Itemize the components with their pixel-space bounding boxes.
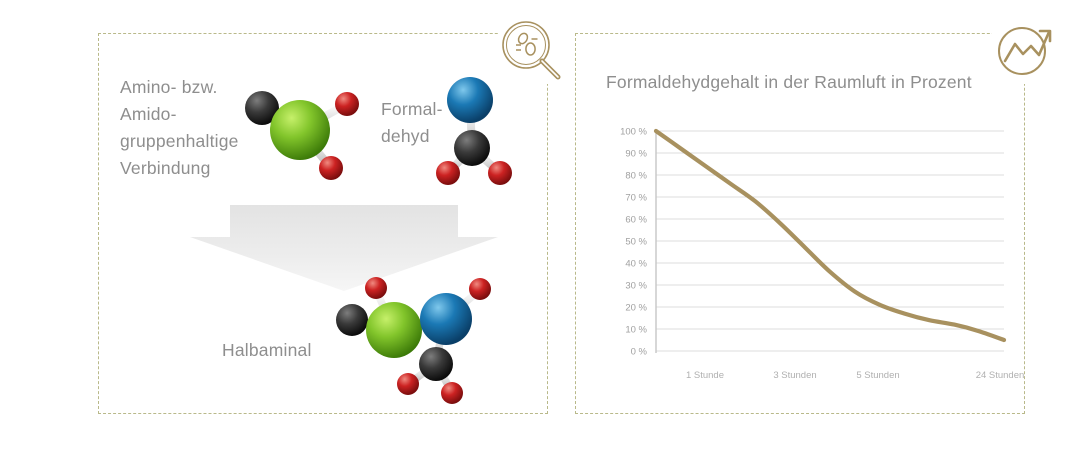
y-axis-tick-label: 50 % xyxy=(625,236,647,247)
x-axis-tick-label: 5 Stunden xyxy=(856,370,899,381)
label-halbaminal: Halbaminal xyxy=(222,340,312,360)
chart-title: Formaldehydgehalt in der Raumluft in Pro… xyxy=(606,72,972,92)
magnifier-molecule-icon xyxy=(499,18,565,84)
amine-molecule xyxy=(236,80,376,200)
x-axis-tick-label: 1 Stunde xyxy=(686,370,724,381)
label-amine-compound: Amino- bzw. Amido- gruppenhaltige Verbin… xyxy=(120,77,239,178)
y-axis-tick-label: 40 % xyxy=(625,258,647,269)
reaction-panel xyxy=(98,33,548,414)
y-axis-tick-label: 100 % xyxy=(620,126,647,137)
y-axis-tick-label: 90 % xyxy=(625,148,647,159)
y-axis-tick-label: 80 % xyxy=(625,170,647,181)
x-axis-tick-label: 24 Stunden xyxy=(976,370,1025,381)
chart-svg: 100 % 90 % 80 % 70 % 60 % 50 % 40 % 30 % 20 % 10 … xyxy=(620,126,1024,381)
formaldehyde-molecule xyxy=(432,72,542,192)
y-axis-tick-label: 70 % xyxy=(625,192,647,203)
chart-series-line xyxy=(653,128,1007,343)
down-arrow-reaction xyxy=(188,203,500,293)
x-axis-tick-label: 3 Stunden xyxy=(773,370,816,381)
y-axis-tick-label: 0 % xyxy=(631,346,648,357)
line-chart: 100 % 90 % 80 % 70 % 60 % 50 % 40 % 30 % 20 % 10 … xyxy=(600,120,1024,381)
trend-chart-icon xyxy=(992,18,1058,84)
chart-panel xyxy=(575,33,1025,414)
y-axis-tick-label: 10 % xyxy=(625,324,647,335)
y-axis-tick-label: 30 % xyxy=(625,280,647,291)
y-axis-tick-label: 20 % xyxy=(625,302,647,313)
y-axis-tick-label: 60 % xyxy=(625,214,647,225)
label-formaldehyde: Formal- dehyd xyxy=(381,99,443,146)
halbaminal-molecule xyxy=(324,272,514,412)
